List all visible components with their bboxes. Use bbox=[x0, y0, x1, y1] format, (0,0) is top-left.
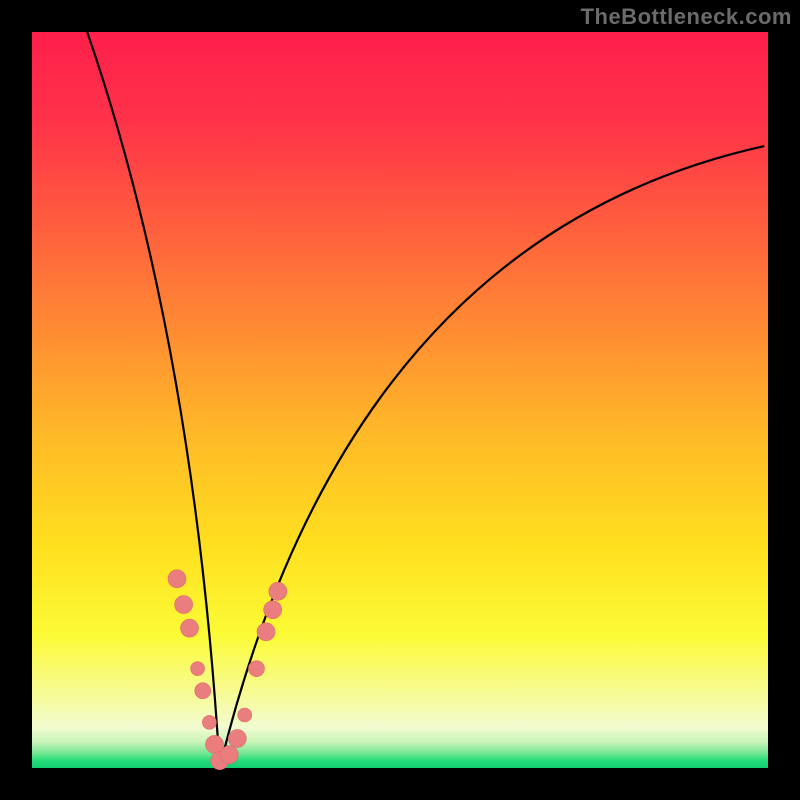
marker-left bbox=[181, 619, 199, 637]
marker-right bbox=[248, 661, 264, 677]
marker-right bbox=[220, 746, 238, 764]
marker-right bbox=[238, 708, 252, 722]
marker-left bbox=[175, 596, 193, 614]
marker-left bbox=[202, 715, 216, 729]
marker-right bbox=[228, 730, 246, 748]
chart-root: TheBottleneck.com bbox=[0, 0, 800, 800]
marker-right bbox=[269, 582, 287, 600]
marker-left bbox=[206, 735, 224, 753]
marker-left bbox=[191, 662, 205, 676]
marker-left bbox=[168, 570, 186, 588]
plot-area bbox=[32, 32, 768, 768]
bottleneck-chart-svg bbox=[0, 0, 800, 800]
marker-right bbox=[257, 623, 275, 641]
marker-right bbox=[264, 601, 282, 619]
marker-left bbox=[195, 683, 211, 699]
